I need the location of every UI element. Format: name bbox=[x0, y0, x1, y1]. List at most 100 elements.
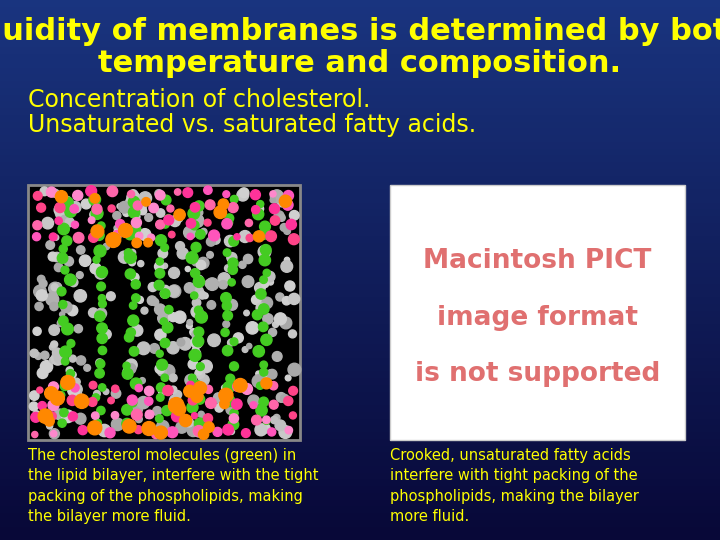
Bar bbox=[0, 222, 720, 230]
Circle shape bbox=[145, 386, 154, 396]
Bar bbox=[0, 472, 720, 480]
Circle shape bbox=[105, 428, 115, 438]
Circle shape bbox=[284, 257, 289, 262]
Circle shape bbox=[154, 426, 167, 439]
Circle shape bbox=[195, 394, 204, 404]
Circle shape bbox=[189, 390, 195, 396]
Circle shape bbox=[263, 231, 271, 239]
Circle shape bbox=[134, 200, 146, 213]
Circle shape bbox=[40, 280, 47, 287]
Circle shape bbox=[81, 199, 91, 209]
Circle shape bbox=[89, 308, 98, 318]
Circle shape bbox=[50, 391, 64, 405]
Circle shape bbox=[131, 325, 143, 336]
Circle shape bbox=[131, 218, 141, 228]
Circle shape bbox=[285, 375, 291, 381]
Circle shape bbox=[270, 191, 276, 197]
Circle shape bbox=[129, 190, 138, 199]
Circle shape bbox=[50, 344, 55, 350]
Circle shape bbox=[155, 262, 163, 271]
Circle shape bbox=[61, 266, 69, 274]
Circle shape bbox=[289, 330, 297, 338]
Circle shape bbox=[169, 374, 177, 382]
Circle shape bbox=[195, 311, 207, 323]
Circle shape bbox=[134, 213, 140, 220]
Circle shape bbox=[176, 215, 183, 222]
Circle shape bbox=[191, 390, 203, 402]
Circle shape bbox=[186, 323, 192, 329]
Circle shape bbox=[69, 278, 78, 287]
Circle shape bbox=[32, 233, 40, 241]
Circle shape bbox=[162, 406, 172, 416]
Circle shape bbox=[205, 280, 213, 287]
Circle shape bbox=[219, 388, 233, 402]
Bar bbox=[0, 148, 720, 156]
Circle shape bbox=[130, 378, 142, 389]
Circle shape bbox=[163, 386, 173, 396]
Circle shape bbox=[222, 219, 232, 229]
Circle shape bbox=[44, 410, 50, 416]
Text: temperature and composition.: temperature and composition. bbox=[99, 50, 621, 78]
Circle shape bbox=[114, 225, 120, 231]
Circle shape bbox=[119, 201, 130, 213]
Circle shape bbox=[113, 212, 121, 220]
Circle shape bbox=[269, 382, 278, 390]
Circle shape bbox=[194, 426, 204, 436]
Circle shape bbox=[277, 197, 287, 207]
Circle shape bbox=[246, 234, 253, 241]
Circle shape bbox=[204, 422, 214, 433]
Circle shape bbox=[68, 412, 77, 421]
Circle shape bbox=[135, 426, 143, 434]
Circle shape bbox=[60, 215, 71, 225]
Circle shape bbox=[127, 191, 135, 198]
Bar bbox=[0, 216, 720, 222]
Circle shape bbox=[60, 408, 68, 417]
Circle shape bbox=[239, 261, 246, 268]
Circle shape bbox=[51, 352, 64, 365]
Circle shape bbox=[263, 269, 271, 276]
Circle shape bbox=[261, 297, 273, 308]
Circle shape bbox=[222, 385, 228, 391]
Circle shape bbox=[161, 289, 170, 298]
Bar bbox=[0, 270, 720, 276]
Circle shape bbox=[89, 381, 97, 389]
Circle shape bbox=[168, 285, 181, 298]
Circle shape bbox=[281, 394, 289, 403]
Circle shape bbox=[96, 359, 104, 367]
Circle shape bbox=[192, 381, 202, 390]
Circle shape bbox=[270, 216, 279, 225]
Bar bbox=[0, 243, 720, 249]
Circle shape bbox=[185, 374, 197, 386]
Circle shape bbox=[228, 340, 233, 346]
Bar bbox=[0, 14, 720, 20]
Circle shape bbox=[193, 276, 204, 287]
Circle shape bbox=[135, 384, 143, 391]
Circle shape bbox=[54, 204, 66, 215]
Bar bbox=[0, 459, 720, 465]
Circle shape bbox=[191, 242, 201, 252]
Circle shape bbox=[157, 359, 168, 370]
Circle shape bbox=[58, 392, 65, 399]
Bar bbox=[0, 519, 720, 526]
Circle shape bbox=[66, 367, 73, 374]
Circle shape bbox=[131, 280, 140, 289]
Bar bbox=[0, 0, 720, 6]
Circle shape bbox=[122, 420, 136, 433]
Circle shape bbox=[199, 375, 210, 386]
Circle shape bbox=[66, 369, 75, 377]
Circle shape bbox=[139, 192, 151, 205]
Circle shape bbox=[161, 374, 168, 381]
Circle shape bbox=[267, 369, 277, 379]
Circle shape bbox=[129, 249, 135, 256]
Circle shape bbox=[48, 252, 57, 261]
Circle shape bbox=[228, 419, 239, 430]
Circle shape bbox=[282, 296, 291, 305]
Circle shape bbox=[224, 395, 235, 407]
Circle shape bbox=[192, 299, 201, 307]
Circle shape bbox=[53, 348, 62, 357]
Circle shape bbox=[187, 233, 194, 240]
Bar bbox=[0, 135, 720, 141]
Bar bbox=[0, 6, 720, 14]
Circle shape bbox=[99, 346, 107, 355]
Circle shape bbox=[61, 357, 69, 365]
